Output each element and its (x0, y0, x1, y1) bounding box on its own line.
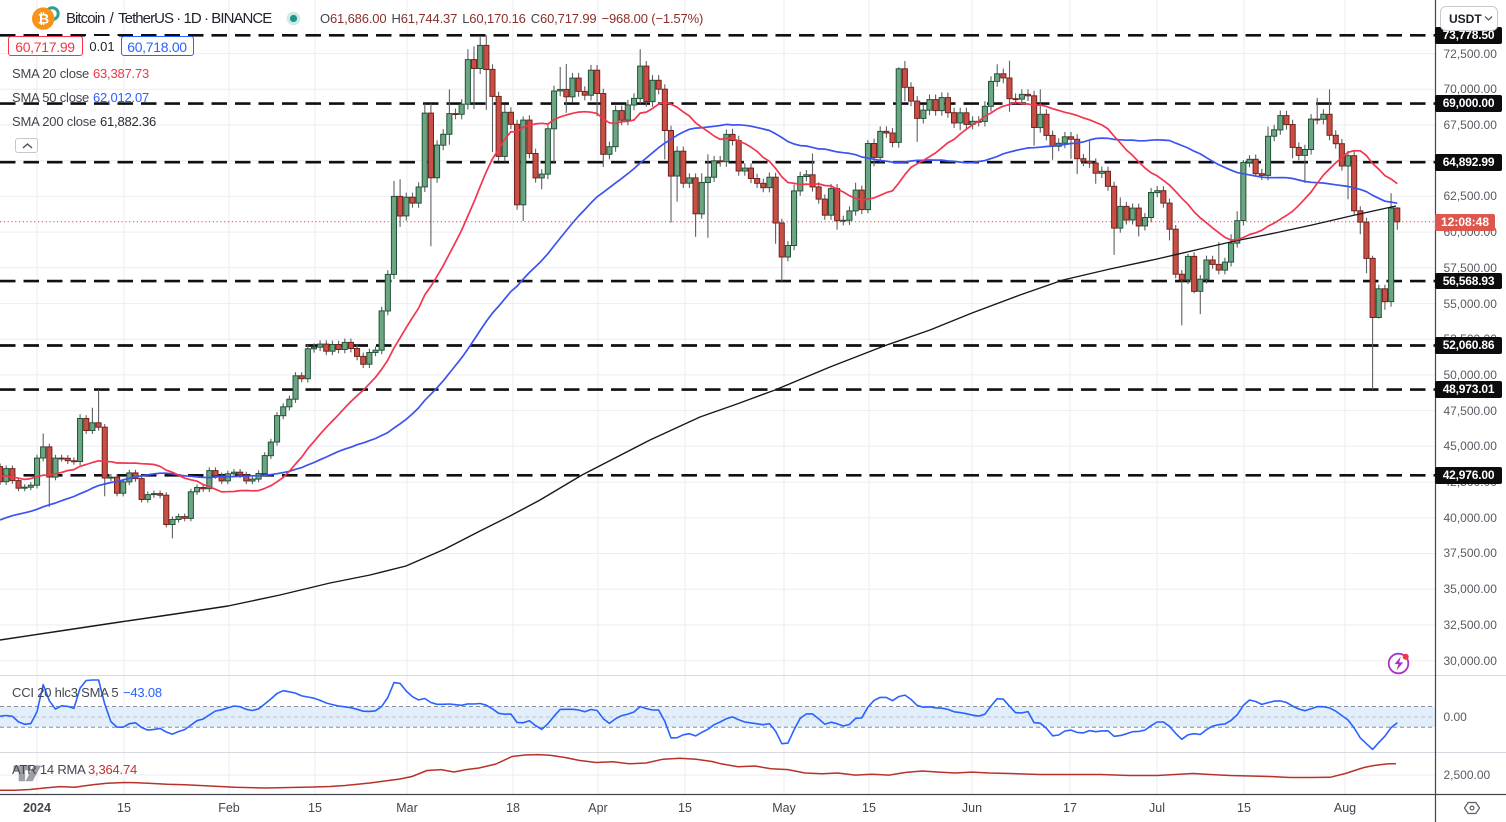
svg-text:₿: ₿ (38, 11, 49, 27)
